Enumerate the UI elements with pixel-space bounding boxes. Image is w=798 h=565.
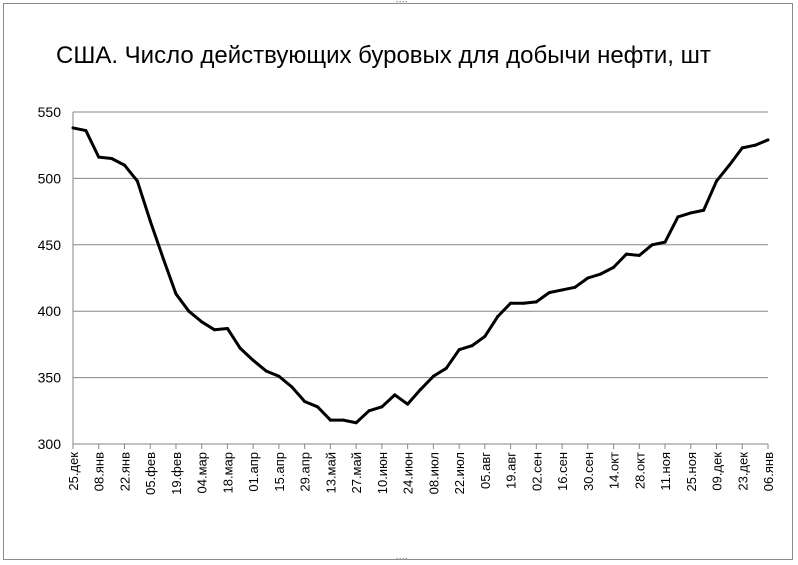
- x-tick-label: 14.окт: [607, 452, 622, 489]
- data-point: [702, 208, 706, 212]
- x-tick-label: 24.июн: [401, 452, 416, 494]
- data-point: [367, 409, 371, 413]
- data-point: [612, 265, 616, 269]
- x-tick-label: 22.июл: [452, 452, 467, 494]
- data-point: [586, 276, 590, 280]
- x-tick-label: 18.мар: [220, 452, 235, 493]
- data-point: [599, 272, 603, 276]
- data-point: [637, 253, 641, 257]
- data-point: [663, 240, 667, 244]
- chart-title: США. Число действующих буровых для добыч…: [56, 42, 711, 69]
- data-point: [264, 369, 268, 373]
- x-tick-label: 08.янв: [92, 452, 107, 491]
- data-point: [225, 326, 229, 330]
- data-point: [406, 402, 410, 406]
- data-point: [483, 334, 487, 338]
- data-point: [753, 143, 757, 147]
- data-point: [303, 400, 307, 404]
- series-line: [72, 126, 769, 425]
- x-tick-label: 09.дек: [710, 452, 725, 491]
- data-point: [740, 146, 744, 150]
- data-point: [148, 219, 152, 223]
- data-point: [444, 366, 448, 370]
- x-tick-label: 30.сен: [581, 452, 596, 491]
- x-tick-label: 22.янв: [117, 452, 132, 491]
- x-tick-label: 29.апр: [298, 452, 313, 492]
- data-point: [509, 301, 513, 305]
- x-tick-label: 10.июн: [375, 452, 390, 494]
- data-point: [689, 211, 693, 215]
- data-point: [97, 155, 101, 159]
- data-point: [110, 156, 114, 160]
- x-tick-label: 02.сен: [529, 452, 544, 491]
- data-point: [573, 285, 577, 289]
- x-tick-label: 28.окт: [632, 452, 647, 489]
- y-tick-label: 550: [38, 104, 62, 120]
- x-tick-label: 19.фев: [169, 452, 184, 495]
- data-point: [560, 288, 564, 292]
- data-point: [380, 405, 384, 409]
- x-tick-label: 25.ноя: [684, 452, 699, 492]
- data-point: [624, 252, 628, 256]
- x-tick-label: 19.авг: [504, 452, 519, 489]
- data-point: [393, 393, 397, 397]
- x-tick-label: 05.фев: [143, 452, 158, 495]
- data-point: [161, 256, 165, 260]
- data-point: [238, 346, 242, 350]
- resize-handle-top[interactable]: ••••: [396, 0, 409, 6]
- data-point: [135, 179, 139, 183]
- data-point: [213, 328, 217, 332]
- data-point: [316, 405, 320, 409]
- data-point: [676, 215, 680, 219]
- data-point: [84, 129, 88, 133]
- data-point: [457, 348, 461, 352]
- x-tick-label: 16.сен: [555, 452, 570, 491]
- data-point: [71, 126, 75, 130]
- data-point: [122, 163, 126, 167]
- data-point: [277, 374, 281, 378]
- data-point: [766, 138, 770, 142]
- y-tick-label: 450: [38, 237, 62, 253]
- x-tick-label: 13.май: [323, 452, 338, 494]
- data-point: [470, 344, 474, 348]
- y-tick-label: 400: [38, 303, 62, 319]
- y-tick-label: 300: [38, 436, 62, 452]
- x-tick-label: 04.мар: [195, 452, 210, 493]
- data-point: [727, 163, 731, 167]
- x-tick-label: 06.янв: [761, 452, 776, 491]
- data-point: [521, 301, 525, 305]
- data-point: [328, 418, 332, 422]
- data-point: [496, 315, 500, 319]
- x-tick-label: 27.май: [349, 452, 364, 494]
- data-point: [354, 421, 358, 425]
- data-point: [431, 374, 435, 378]
- data-point: [251, 358, 255, 362]
- data-point: [187, 309, 191, 313]
- x-tick-label: 08.июл: [426, 452, 441, 494]
- x-tick-label: 01.апр: [246, 452, 261, 492]
- data-point: [341, 418, 345, 422]
- y-tick-label: 500: [38, 170, 62, 186]
- x-tick-label: 11.ноя: [658, 452, 673, 491]
- x-tick-label: 23.дек: [735, 452, 750, 491]
- data-point: [650, 243, 654, 247]
- data-point: [200, 320, 204, 324]
- y-tick-label: 350: [38, 370, 62, 386]
- x-tick-label: 25.дек: [66, 452, 81, 491]
- chart-area[interactable]: •••• ••••: [3, 0, 793, 563]
- data-point: [534, 300, 538, 304]
- resize-handle-bottom[interactable]: ••••: [396, 557, 409, 563]
- data-point: [290, 385, 294, 389]
- data-point: [419, 388, 422, 392]
- x-tick-label: 05.авг: [478, 452, 493, 489]
- data-point: [715, 179, 719, 183]
- data-point: [547, 291, 551, 295]
- data-point: [174, 292, 178, 296]
- x-tick-label: 15.апр: [272, 452, 287, 492]
